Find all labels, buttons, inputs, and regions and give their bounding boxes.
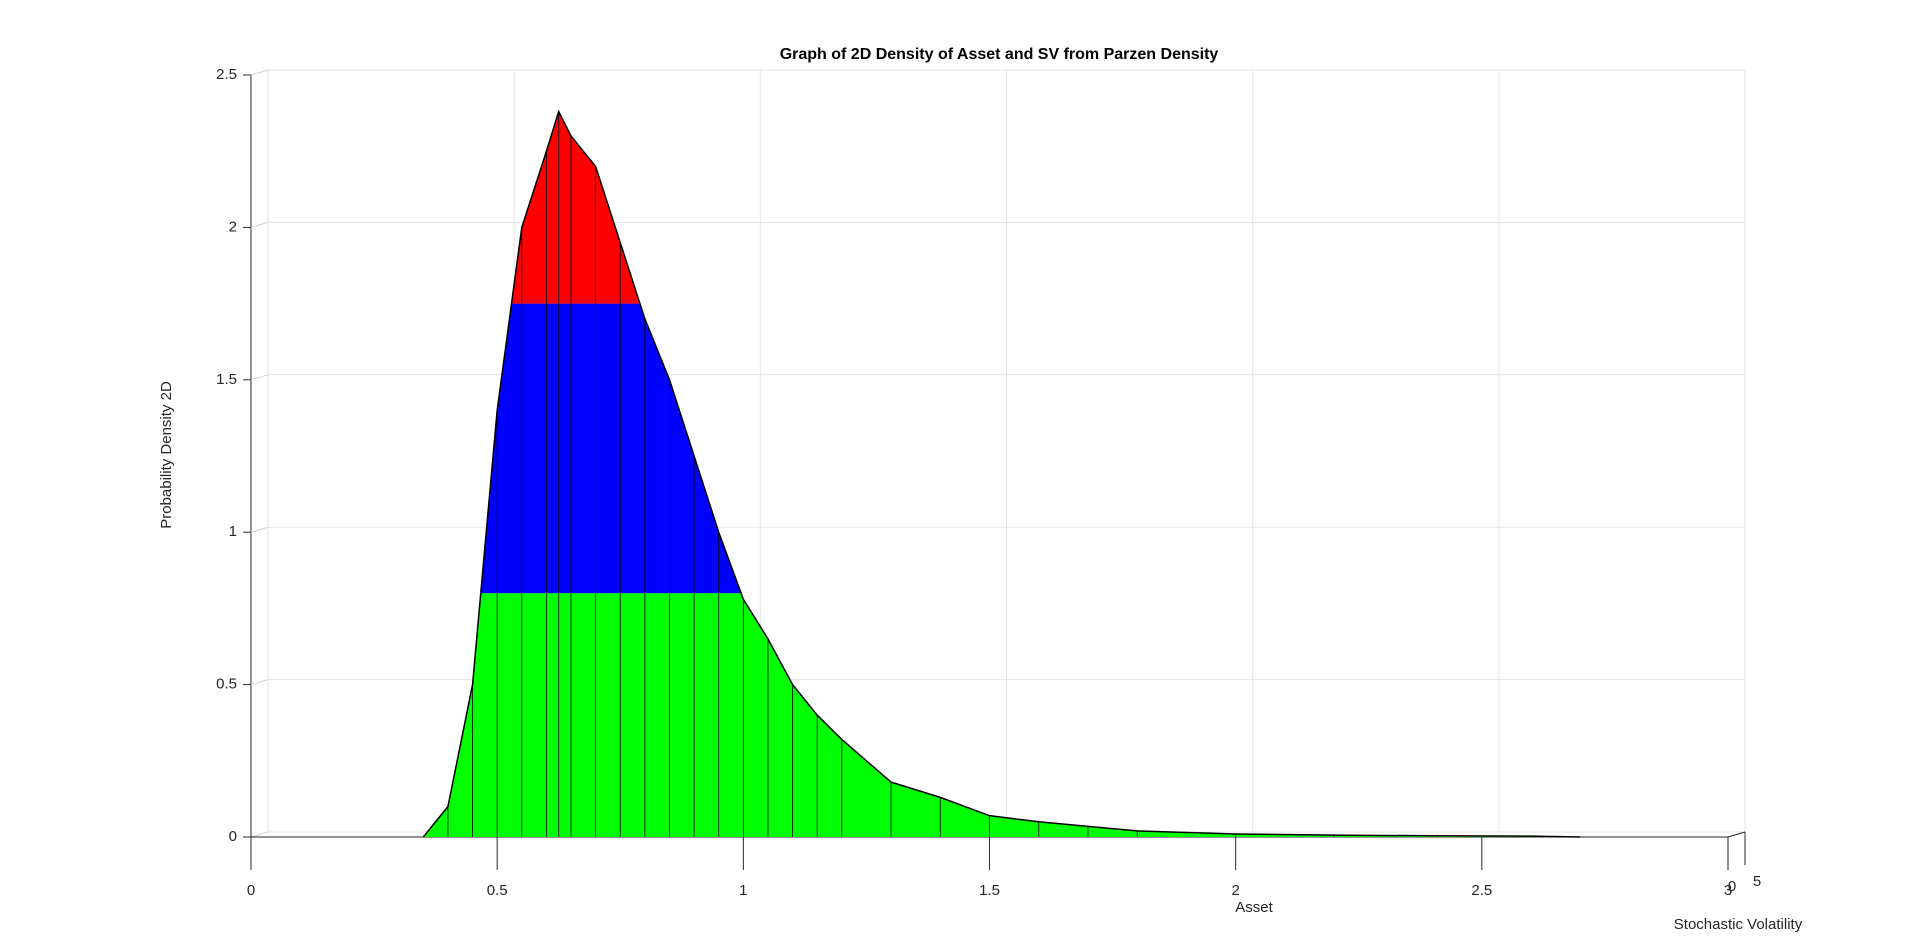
z-axis: [1727, 831, 1746, 838]
chart-title: Graph of 2D Density of Asset and SV from…: [780, 46, 1219, 63]
y-tick-label: 1.5: [216, 371, 237, 388]
y-tick-depth: [250, 374, 269, 381]
x-axis-label: Asset: [1235, 899, 1273, 916]
y-tick-depth: [250, 221, 269, 228]
y-tick-label: 2.5: [216, 66, 237, 83]
y-tick-label: 0.5: [216, 676, 237, 693]
x-tick-label: 1: [739, 882, 747, 899]
color-band: [423, 303, 1581, 594]
x-tick-label: 2.5: [1471, 882, 1492, 899]
x-tick-label: 3: [1724, 882, 1732, 899]
x-tick-label: 0: [247, 882, 255, 899]
color-band: [423, 111, 1581, 304]
y-tick-label: 0: [229, 828, 237, 845]
z-axis-label: Stochastic Volatility: [1674, 916, 1803, 933]
y-tick-depth: [250, 526, 269, 533]
y-tick-depth: [250, 679, 269, 686]
y-axis-label: Probability Density 2D: [158, 381, 175, 529]
x-tick-label: 1.5: [979, 882, 1000, 899]
z-tick-label: 5: [1753, 873, 1761, 890]
surface-outline: [422, 109, 1581, 838]
y-tick-depth: [250, 831, 269, 838]
z-tick-label: 0: [1728, 878, 1736, 895]
x-tick-label: 2: [1231, 882, 1239, 899]
y-tick-depth: [250, 69, 269, 76]
y-tick-label: 2: [229, 218, 237, 235]
x-tick-label: 0.5: [487, 882, 508, 899]
y-tick-label: 1: [229, 523, 237, 540]
